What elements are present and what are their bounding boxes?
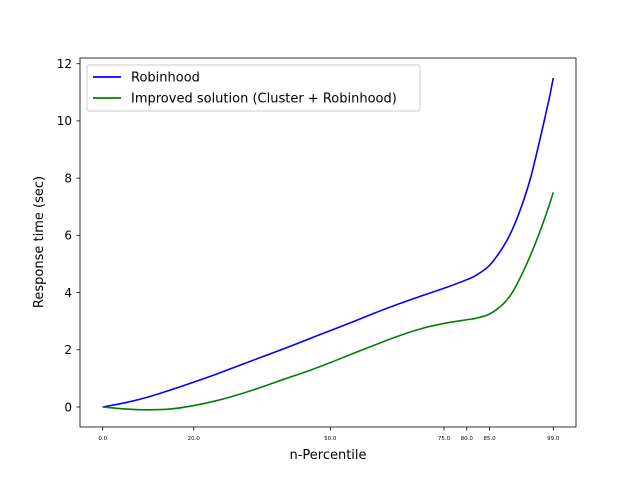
x-tick-label: 80.0 — [461, 436, 474, 442]
x-tick-label: 0.0 — [98, 436, 107, 442]
x-tick-label: 20.0 — [188, 436, 201, 442]
x-tick-label: 85.0 — [483, 436, 496, 442]
y-tick-label: 6 — [64, 229, 72, 243]
y-axis: 0 2 4 6 8 10 12 — [57, 57, 80, 414]
series-line-1 — [102, 192, 555, 411]
legend: Robinhood Improved solution (Cluster + R… — [86, 64, 421, 112]
x-tick-label: 50.0 — [324, 436, 337, 442]
x-axis: 0.0 20.0 50.0 75.0 80.0 85.0 99.0 — [98, 427, 560, 442]
y-tick-label: 2 — [64, 343, 72, 357]
y-tick-label: 8 — [64, 171, 72, 185]
y-axis-label: Response time (sec) — [32, 176, 47, 308]
legend-label-robinhood: Robinhood — [131, 71, 200, 86]
y-tick-label: 4 — [64, 286, 72, 300]
plot-frame — [79, 57, 577, 428]
y-tick-label: 12 — [57, 57, 72, 71]
legend-label-improved: Improved solution (Cluster + Robinhood) — [131, 92, 397, 107]
x-tick-label: 99.0 — [547, 436, 560, 442]
legend-box — [86, 64, 421, 112]
y-tick-label: 10 — [57, 114, 72, 128]
x-tick-label: 75.0 — [438, 436, 451, 442]
y-tick-label: 0 — [64, 400, 72, 414]
series-layer — [102, 77, 555, 411]
plot-area — [80, 58, 576, 427]
x-axis-label: n-Percentile — [289, 448, 366, 463]
axes-layer — [79, 57, 577, 428]
series-line-0 — [102, 77, 555, 408]
